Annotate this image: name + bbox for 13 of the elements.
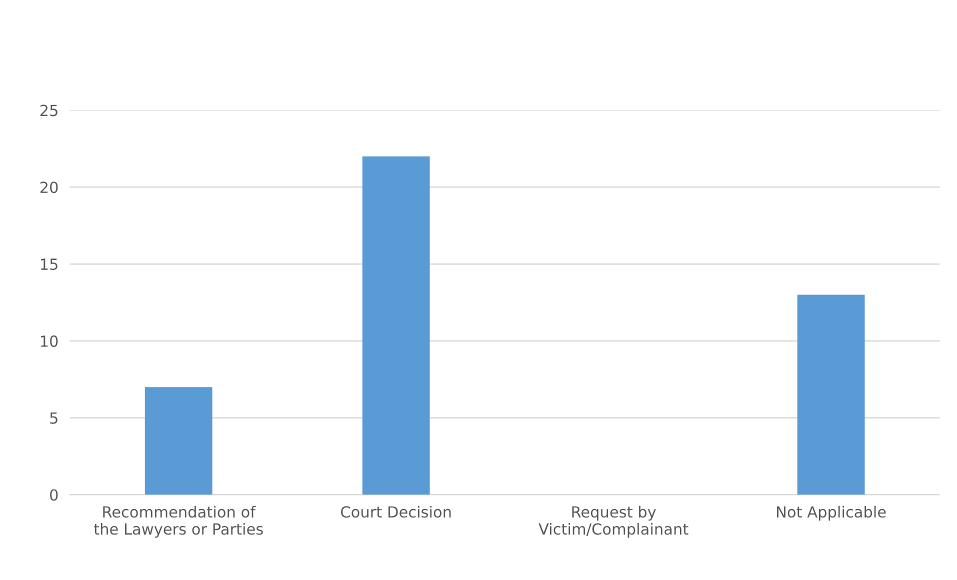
bar <box>797 294 865 495</box>
y-tick-label: 10 <box>40 335 58 347</box>
x-tick-label: Court Decision <box>341 506 451 518</box>
y-tick-label: 15 <box>40 258 58 270</box>
bar <box>144 387 212 495</box>
y-tick-label: 0 <box>50 489 58 501</box>
x-tick-label: Not Applicable <box>777 506 886 521</box>
y-tick-label: 25 <box>40 104 58 116</box>
bar <box>362 156 430 495</box>
x-tick-label: Recommendation of the Lawyers or Parties <box>94 506 263 538</box>
x-tick-label: Request by Victim/Complainant <box>538 506 688 538</box>
y-tick-label: 20 <box>40 182 58 194</box>
y-tick-label: 5 <box>50 412 58 424</box>
